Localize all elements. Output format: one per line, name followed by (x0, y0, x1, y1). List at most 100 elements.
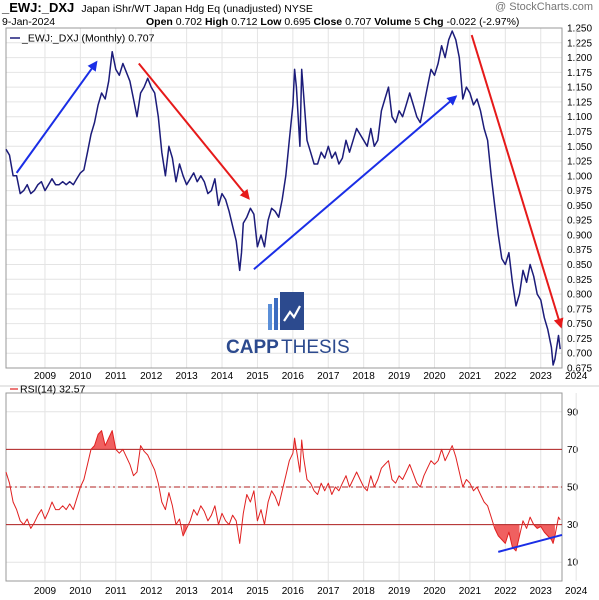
logo-trend-icon (283, 305, 301, 322)
price-y-tick-label: 0.975 (567, 186, 592, 197)
price-y-tick-label: 1.050 (567, 142, 592, 153)
rsi-legend-label: RSI(14) 32.57 (20, 384, 86, 396)
price-y-tick-label: 1.000 (567, 171, 592, 182)
price-x-tick-label: 2019 (388, 371, 411, 382)
rsi-y-tick-label: 50 (567, 483, 579, 494)
price-panel: 1.250 1.225 1.200 1.175 1.150 1.125 1.100 1.075… (5, 24, 592, 382)
price-x-tick-label: 2016 (282, 371, 305, 382)
price-y-tick-label: 0.775 (567, 304, 592, 315)
price-plot-frame (5, 27, 563, 369)
price-y-tick-label: 0.750 (567, 319, 592, 330)
quote-values: Open 0.702 High 0.712 Low 0.695 Close 0.… (146, 16, 519, 28)
price-x-tick-label: 2021 (459, 371, 482, 382)
source-label: @ StockCharts.com (495, 1, 593, 13)
price-y-tick-label: 1.200 (567, 53, 592, 64)
quote-date: 9-Jan-2024 (2, 16, 56, 28)
cappthesis-logo: CAPP THESIS (226, 292, 350, 358)
rsi-x-tick-label: 2015 (246, 586, 269, 597)
rsi-y-tick-label: 10 (567, 558, 579, 569)
rsi-x-tick-label: 2012 (140, 586, 163, 597)
chart-header: _EWJ:_DXJ Japan iShr/WT Japan Hdg Eq (un… (2, 0, 313, 15)
price-y-tick-label: 1.025 (567, 157, 592, 168)
rsi-x-tick-label: 2016 (282, 586, 305, 597)
price-x-tick-label: 2024 (565, 371, 588, 382)
high-label: High (204, 16, 229, 28)
price-y-tick-label: 1.250 (567, 24, 592, 35)
rsi-x-tick-label: 2021 (459, 586, 482, 597)
volume-value: 5 (414, 16, 421, 28)
logo-text-light: THESIS (281, 337, 350, 358)
trend-arrow-1 (15, 60, 98, 174)
price-y-tick-label: 1.175 (567, 68, 592, 79)
price-series-line (5, 30, 561, 366)
price-y-tick-label: 0.925 (567, 216, 592, 227)
rsi-x-tick-label: 2009 (34, 586, 57, 597)
logo-text-bold: CAPP (226, 337, 279, 358)
rsi-x-tick-label: 2023 (530, 586, 553, 597)
trend-arrow-4 (470, 34, 564, 329)
rsi-x-tick-label: 2014 (211, 586, 234, 597)
open-label: Open (146, 16, 173, 28)
price-y-tick-label: 1.100 (567, 112, 592, 123)
low-label: Low (260, 16, 282, 28)
price-legend-label: _EWJ:_DXJ (Monthly) 0.707 (21, 33, 155, 45)
price-x-tick-label: 2014 (211, 371, 234, 382)
price-x-tick-label: 2018 (353, 371, 376, 382)
price-x-tick-label: 2023 (530, 371, 553, 382)
price-x-tick-label: 2022 (494, 371, 517, 382)
price-y-tick-label: 0.900 (567, 230, 592, 241)
close-value: 0.707 (345, 16, 372, 28)
rsi-y-tick-label: 90 (567, 407, 579, 418)
logo-bar-1 (268, 304, 272, 330)
volume-label: Volume (374, 16, 412, 28)
close-label: Close (313, 16, 343, 28)
price-y-tick-label: 1.150 (567, 83, 592, 94)
price-y-tick-label: 1.125 (567, 97, 592, 108)
price-y-tick-label: 0.675 (567, 364, 592, 375)
symbol-description: Japan iShr/WT Japan Hdg Eq (unadjusted) … (81, 3, 313, 15)
price-y-tick-label: 1.075 (567, 127, 592, 138)
high-value: 0.712 (231, 16, 258, 28)
price-y-tick-label: 1.225 (567, 38, 592, 49)
price-x-tick-label: 2012 (140, 371, 163, 382)
low-value: 0.695 (284, 16, 311, 28)
rsi-x-tick-label: 2019 (388, 586, 411, 597)
rsi-oversold-fill (533, 524, 555, 544)
rsi-divergence-line (497, 533, 563, 553)
price-x-tick-label: 2020 (423, 371, 446, 382)
price-y-tick-label: 0.700 (567, 349, 592, 360)
rsi-x-tick-label: 2017 (317, 586, 340, 597)
price-y-tick-label: 0.825 (567, 275, 592, 286)
price-x-tick-label: 2013 (175, 371, 198, 382)
logo-box (280, 292, 304, 330)
price-x-tick-label: 2017 (317, 371, 340, 382)
price-x-tick-label: 2010 (69, 371, 92, 382)
price-y-tick-label: 0.950 (567, 201, 592, 212)
rsi-x-tick-label: 2020 (423, 586, 446, 597)
rsi-x-tick-label: 2013 (175, 586, 198, 597)
rsi-x-tick-label: 2018 (353, 586, 376, 597)
logo-bar-2 (274, 298, 278, 330)
price-y-tick-label: 0.725 (567, 334, 592, 345)
chg-value: -0.022 (-2.97%) (446, 16, 520, 28)
price-x-tick-label: 2011 (105, 371, 127, 382)
rsi-y-tick-label: 30 (567, 520, 579, 531)
price-x-tick-label: 2009 (34, 371, 57, 382)
rsi-x-tick-label: 2024 (565, 586, 588, 597)
rsi-x-tick-label: 2010 (69, 586, 92, 597)
rsi-panel: 90 70 50 30 10 2009 2010 2011 2012 2013 2014 2015 20… (0, 384, 599, 597)
symbol-label: _EWJ:_DXJ (2, 0, 75, 15)
rsi-x-tick-label: 2022 (494, 586, 517, 597)
price-y-tick-label: 0.875 (567, 245, 592, 256)
chg-label: Chg (423, 16, 444, 28)
open-value: 0.702 (175, 16, 203, 28)
rsi-series-line (5, 430, 561, 552)
trend-arrow-2 (138, 62, 250, 200)
rsi-y-tick-label: 70 (567, 445, 579, 456)
rsi-x-tick-label: 2011 (105, 586, 127, 597)
price-y-tick-label: 0.850 (567, 260, 592, 271)
trend-arrow-3 (253, 95, 458, 271)
price-x-tick-label: 2015 (246, 371, 269, 382)
price-y-tick-label: 0.800 (567, 290, 592, 301)
